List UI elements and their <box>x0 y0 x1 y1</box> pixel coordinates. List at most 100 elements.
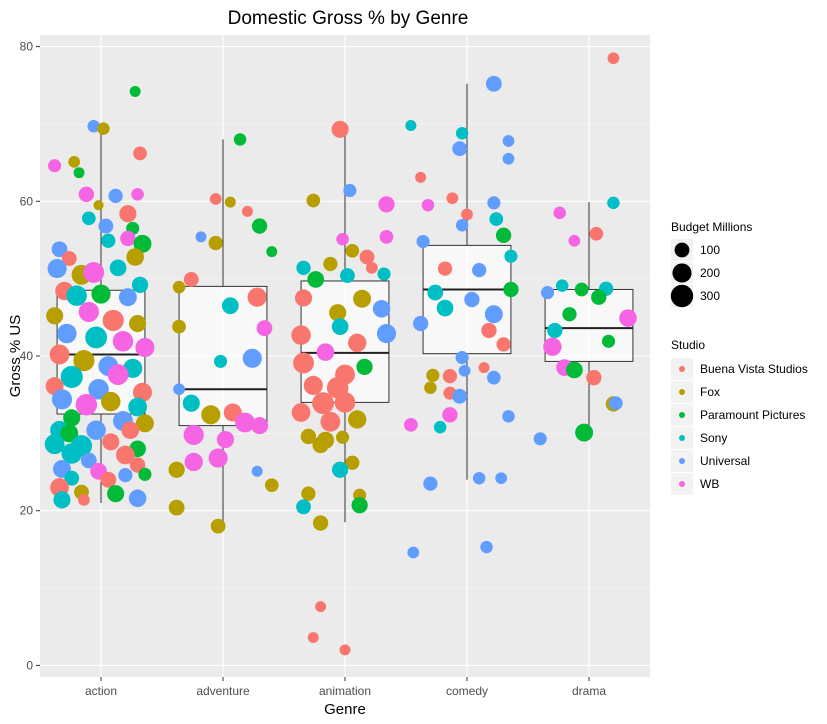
chart-title: Domestic Gross % by Genre <box>228 8 469 29</box>
data-point <box>61 251 77 266</box>
y-axis-title: Gross % US <box>7 315 24 398</box>
data-point <box>334 392 356 413</box>
size-legend-dot <box>672 263 692 283</box>
data-point <box>118 288 137 307</box>
data-point <box>195 231 207 243</box>
data-point <box>133 234 152 253</box>
color-legend-label: Paramount Pictures <box>700 408 805 422</box>
data-point <box>568 234 581 247</box>
data-point <box>458 364 471 377</box>
data-point <box>461 208 473 221</box>
data-point <box>112 331 134 352</box>
data-point <box>221 297 239 315</box>
data-point <box>562 307 577 322</box>
data-point <box>455 350 469 365</box>
data-point <box>472 263 487 278</box>
data-point <box>478 362 490 374</box>
data-point <box>98 218 114 234</box>
x-tick-label: comedy <box>446 684 488 698</box>
data-point <box>135 337 155 358</box>
data-point <box>452 141 468 157</box>
data-point <box>119 205 137 223</box>
data-point <box>376 324 397 344</box>
data-point <box>73 350 95 372</box>
data-point <box>591 289 607 305</box>
data-point <box>66 285 87 306</box>
data-point <box>553 206 566 220</box>
data-point <box>455 127 469 140</box>
data-point <box>316 343 335 361</box>
data-point <box>339 644 351 656</box>
size-legend-dot <box>670 284 694 308</box>
data-point <box>242 348 262 368</box>
data-point <box>320 411 341 432</box>
color-legend-dot <box>679 389 685 395</box>
data-point <box>291 403 311 422</box>
data-point <box>336 232 349 246</box>
x-tick-label: animation <box>319 684 371 698</box>
size-legend-dot <box>674 242 690 258</box>
data-point <box>307 271 325 288</box>
x-tick-label: action <box>85 684 117 698</box>
x-tick-label: adventure <box>196 684 250 698</box>
data-point <box>329 304 347 322</box>
data-point <box>356 358 373 375</box>
color-legend-label: Buena Vista Studios <box>700 362 808 376</box>
data-point <box>241 205 253 217</box>
data-point <box>331 120 349 138</box>
color-legend-label: Universal <box>700 454 750 468</box>
data-point <box>619 309 637 327</box>
color-legend-dot <box>679 366 685 372</box>
data-point <box>365 261 378 274</box>
data-point <box>214 354 228 368</box>
data-point <box>183 272 199 287</box>
data-point <box>172 319 186 334</box>
data-point <box>209 193 222 205</box>
size-legend-title: Budget Millions <box>671 220 752 234</box>
data-point <box>100 471 117 488</box>
y-tick-label: 20 <box>20 504 34 518</box>
data-point <box>331 318 349 335</box>
data-point <box>452 388 468 404</box>
data-point <box>472 471 486 485</box>
data-point <box>168 461 185 478</box>
data-point <box>291 325 311 345</box>
color-legend-label: Sony <box>700 431 727 445</box>
data-point <box>81 211 96 226</box>
y-tick-label: 40 <box>20 349 34 363</box>
size-legend: Budget Millions 100 200 300 <box>670 220 752 308</box>
y-tick-label: 0 <box>26 658 33 672</box>
data-point <box>480 540 493 554</box>
color-legend-label: Fox <box>700 385 720 399</box>
data-point <box>75 393 98 416</box>
data-point <box>101 233 116 248</box>
data-point <box>128 489 147 508</box>
color-legend-dot <box>679 458 685 464</box>
data-point <box>543 337 562 356</box>
data-point <box>608 396 623 411</box>
data-point <box>107 364 129 385</box>
data-point <box>210 518 226 534</box>
data-point <box>377 267 391 281</box>
data-point <box>224 196 236 208</box>
data-point <box>51 241 68 258</box>
data-point <box>172 280 186 294</box>
data-point <box>442 368 458 384</box>
data-point <box>48 159 62 173</box>
data-point <box>575 423 594 442</box>
data-point <box>264 478 279 493</box>
data-point <box>107 485 125 503</box>
data-point <box>300 428 317 445</box>
data-point <box>118 467 133 483</box>
data-point <box>306 193 321 208</box>
data-point <box>293 352 314 374</box>
data-point <box>208 235 223 251</box>
data-point <box>426 368 440 382</box>
data-point <box>131 276 149 293</box>
x-tick-label: drama <box>572 684 606 698</box>
color-legend-label: WB <box>700 477 719 491</box>
data-point <box>53 491 71 509</box>
data-point <box>437 261 453 276</box>
data-point <box>486 370 501 385</box>
data-point <box>378 196 395 213</box>
